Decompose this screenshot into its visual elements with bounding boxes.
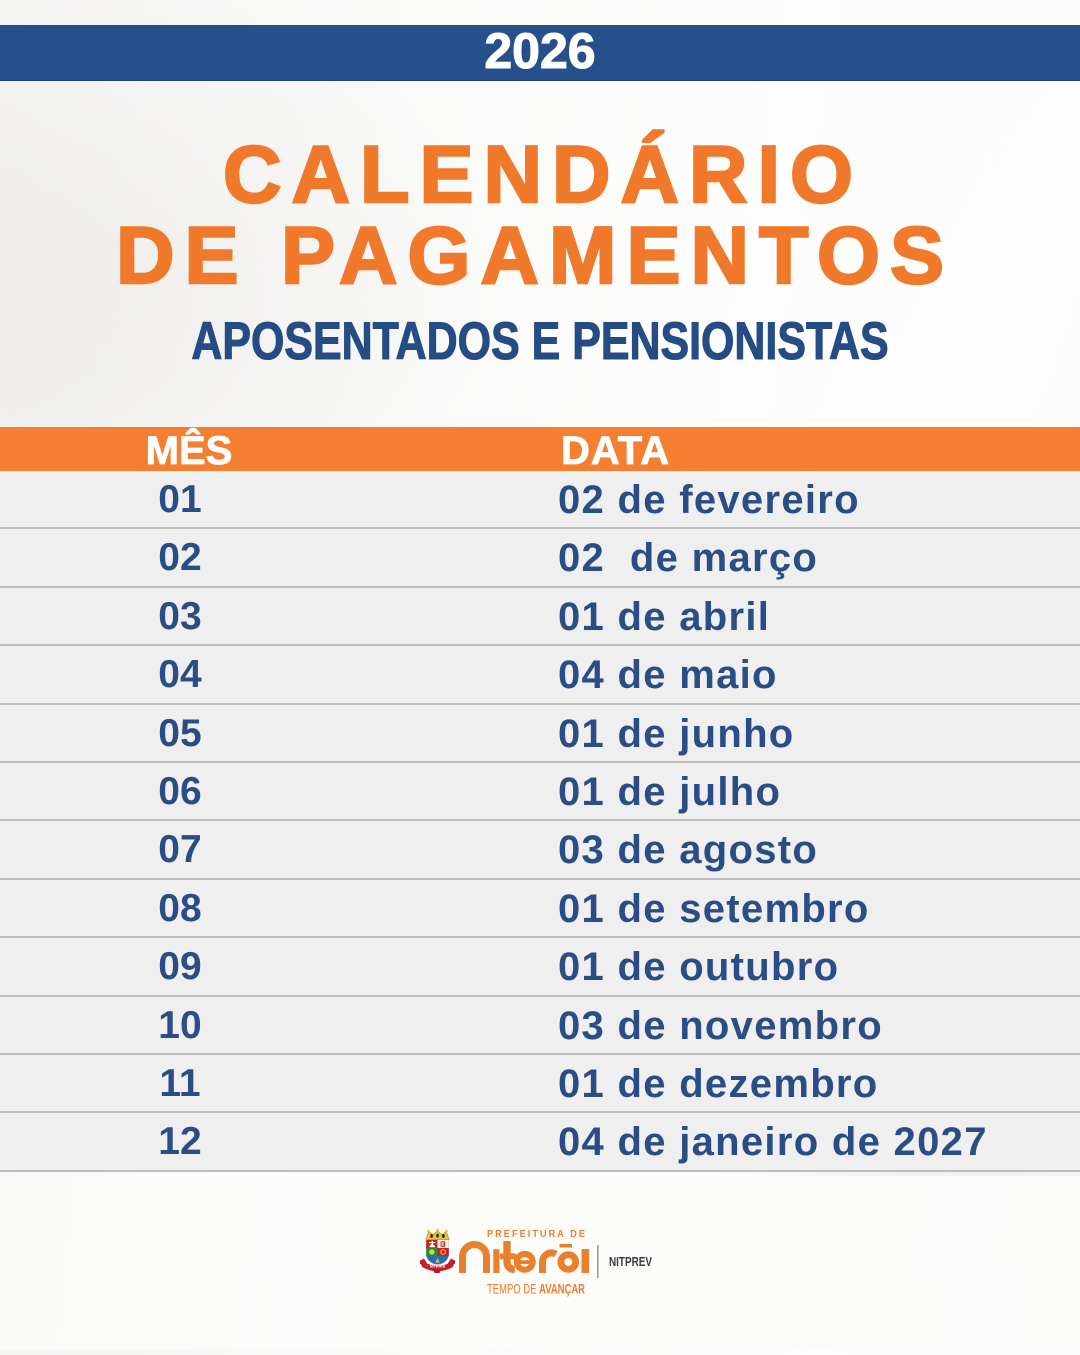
- svg-text:NITPREV: NITPREV: [609, 1255, 653, 1269]
- svg-text:PREFEITURA DE: PREFEITURA DE: [487, 1228, 587, 1240]
- svg-text:NITERÓI: NITERÓI: [430, 1263, 445, 1268]
- svg-text:TEMPO DE AVANÇAR: TEMPO DE AVANÇAR: [487, 1281, 585, 1297]
